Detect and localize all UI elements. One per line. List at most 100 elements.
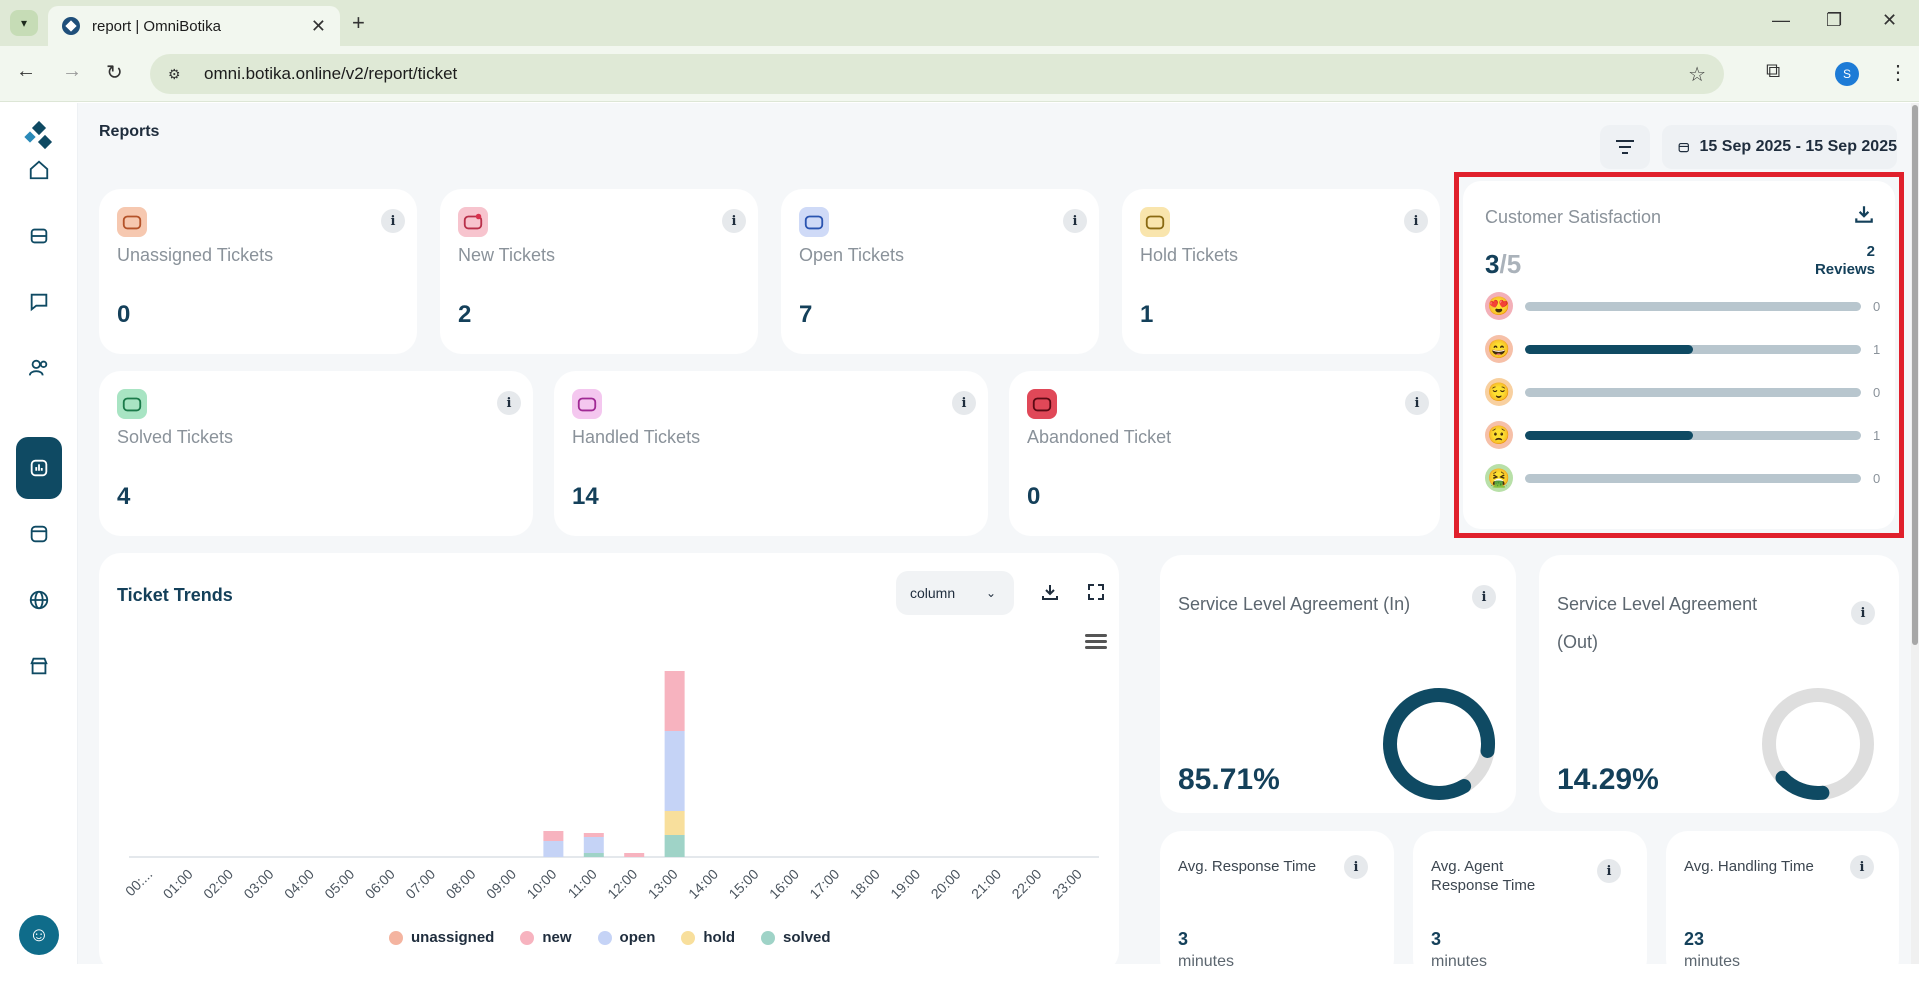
forward-icon[interactable]: →	[62, 60, 82, 82]
profile-avatar[interactable]: S	[1835, 62, 1859, 86]
sidebar-item-templates[interactable]	[16, 511, 62, 557]
legend-item-solved[interactable]: solved	[761, 929, 831, 946]
customer-satisfaction-highlight: Customer Satisfaction 3/5 2 Reviews 😍 0 😄 1…	[1454, 172, 1904, 538]
legend-item-new[interactable]: new	[520, 929, 572, 946]
bar-segment-open[interactable]	[664, 731, 685, 811]
emoji-face-icon: 😟	[1485, 421, 1513, 449]
bar-segment-solved[interactable]	[664, 835, 685, 857]
ticket-open-icon	[799, 207, 829, 237]
chart-type-select[interactable]: column ⌄	[896, 571, 1014, 615]
info-icon[interactable]: i	[1472, 585, 1496, 609]
x-tick-label: 21:00	[968, 866, 1004, 902]
stat-label: Open Tickets	[799, 245, 905, 265]
expand-button[interactable]	[1081, 577, 1111, 607]
info-icon[interactable]: i	[497, 391, 521, 415]
restore-icon[interactable]: ❐	[1826, 10, 1843, 30]
avg-unit: minutes	[1178, 953, 1235, 970]
x-tick-label: 09:00	[483, 866, 519, 902]
stat-label: Abandoned Ticket	[1027, 427, 1172, 447]
legend-dot	[761, 930, 776, 945]
info-icon[interactable]: i	[722, 209, 746, 233]
info-icon[interactable]: i	[1597, 859, 1621, 883]
x-tick-label: 17:00	[806, 866, 842, 902]
stat-value: 4	[117, 483, 131, 510]
tab-search-button[interactable]: ▾	[10, 10, 38, 36]
url-field[interactable]: ⚙ omni.botika.online/v2/report/ticket ☆	[150, 54, 1724, 94]
date-range-label: 15 Sep 2025 - 15 Sep 2025	[1699, 138, 1897, 155]
info-icon[interactable]: i	[1850, 855, 1874, 879]
bar-segment-open[interactable]	[583, 837, 604, 853]
ticket-trends-chart: 00:... 01:00 02:00 03:00 04:00 05:00 06:00 07:0…	[122, 671, 1099, 902]
rating-count: 0	[1873, 384, 1881, 400]
bar-segment-solved[interactable]	[583, 853, 604, 857]
stat-card-unassigned: i Unassigned Tickets 0	[99, 189, 417, 354]
avg-response-card: Avg. Response Time i 3 minutes	[1160, 831, 1394, 981]
bar-segment-hold[interactable]	[664, 811, 685, 835]
info-icon[interactable]: i	[1063, 209, 1087, 233]
legend-item-unassigned[interactable]: unassigned	[389, 929, 494, 946]
legend-label: new	[542, 929, 572, 946]
stat-label: New Tickets	[458, 245, 556, 265]
avg-value: 3	[1178, 929, 1189, 949]
chat-icon	[30, 293, 48, 312]
browser-menu-icon[interactable]: ⋮	[1888, 62, 1908, 84]
bar-segment-new[interactable]	[624, 853, 645, 857]
stat-label: Unassigned Tickets	[117, 245, 274, 265]
close-window-icon[interactable]: ✕	[1882, 10, 1898, 30]
ticket-hold-icon	[1140, 207, 1170, 237]
sidebar-item-tickets[interactable]	[16, 213, 62, 259]
reload-icon[interactable]: ↻	[106, 62, 123, 84]
info-icon[interactable]: i	[952, 391, 976, 415]
sidebar-item-chat[interactable]	[16, 279, 62, 325]
legend-label: solved	[783, 929, 831, 946]
info-icon[interactable]: i	[381, 209, 405, 233]
legend-dot	[681, 930, 696, 945]
rating-count: 1	[1873, 341, 1881, 357]
browser-tab-strip: ▾ report | OmniBotika ✕ + — ❐ ✕	[0, 0, 1919, 46]
stat-value: 1	[1140, 301, 1154, 328]
new-tab-button[interactable]: +	[352, 10, 365, 35]
legend-item-hold[interactable]: hold	[681, 929, 735, 946]
info-icon[interactable]: i	[1405, 391, 1429, 415]
omnibotika-logo-icon[interactable]	[24, 121, 54, 151]
bar-segment-new[interactable]	[664, 671, 685, 731]
x-tick-label: 02:00	[200, 866, 236, 902]
bar-segment-new[interactable]	[543, 831, 564, 841]
sidebar-item-channels[interactable]	[16, 577, 62, 623]
scrollbar-thumb[interactable]	[1912, 105, 1918, 645]
chart-menu-icon[interactable]	[1085, 631, 1107, 652]
x-tick-label: 00:...	[122, 866, 155, 899]
bookmark-star-icon[interactable]: ☆	[1688, 63, 1706, 86]
minimize-icon[interactable]: —	[1772, 10, 1790, 30]
bot-avatar-icon[interactable]: ☺	[19, 915, 59, 955]
sidebar-item-contacts[interactable]	[16, 345, 62, 391]
bar-segment-new[interactable]	[583, 833, 604, 837]
avg-value: 23	[1684, 929, 1705, 949]
stat-card-handled: i Handled Tickets 14	[554, 371, 988, 536]
info-icon[interactable]: i	[1344, 855, 1368, 879]
sidebar-item-store[interactable]	[16, 643, 62, 689]
info-icon[interactable]: i	[1404, 209, 1428, 233]
date-range-picker[interactable]: 15 Sep 2025 - 15 Sep 2025	[1662, 125, 1897, 169]
download-button[interactable]	[1035, 577, 1065, 607]
site-info-icon[interactable]: ⚙	[168, 65, 181, 82]
page-scrollbar[interactable]	[1911, 103, 1919, 964]
app-sidebar: ☺	[0, 103, 78, 964]
sidebar-item-reports[interactable]	[16, 437, 62, 499]
x-tick-label: 20:00	[928, 866, 964, 902]
extensions-icon[interactable]: ⧉	[1766, 60, 1781, 82]
filter-button[interactable]	[1600, 125, 1650, 169]
close-icon[interactable]: ✕	[310, 15, 326, 36]
browser-tab[interactable]: report | OmniBotika ✕	[48, 6, 340, 46]
legend-item-open[interactable]: open	[597, 929, 655, 946]
rating-bar	[1525, 430, 1861, 440]
filter-icon	[1616, 140, 1634, 154]
back-icon[interactable]: ←	[16, 60, 36, 82]
csat-score-max: /5	[1499, 249, 1522, 279]
info-icon[interactable]: i	[1851, 601, 1875, 625]
bar-segment-open[interactable]	[543, 841, 564, 857]
sidebar-item-home[interactable]	[16, 147, 62, 193]
csat-download-button[interactable]	[1853, 203, 1875, 230]
legend-dot	[597, 930, 612, 945]
csat-rating-row: 😟 1	[1485, 421, 1891, 449]
